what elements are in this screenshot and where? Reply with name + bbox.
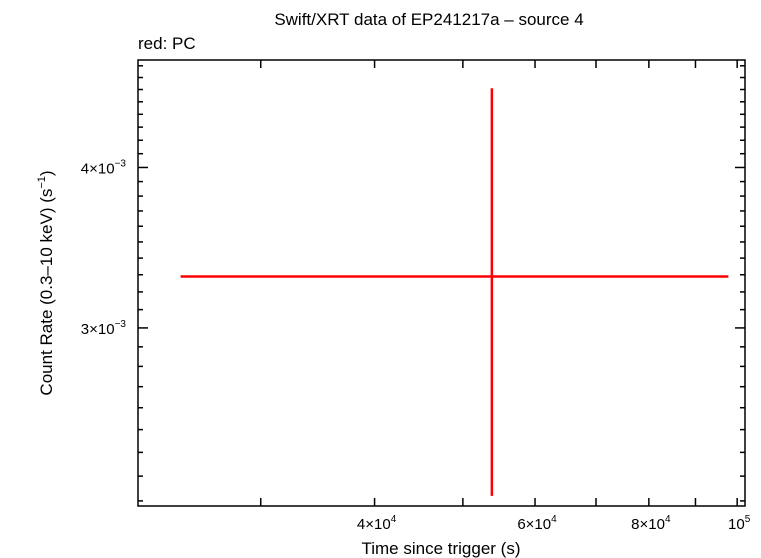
x-tick-labels: 4×104 6×104 8×104 105 [357, 514, 751, 533]
plot-frame [137, 59, 746, 507]
tick-label-exponent: −3 [115, 319, 127, 330]
x-tick-label: 4×104 [357, 514, 397, 533]
tick-label-exponent: −3 [115, 158, 127, 169]
y-axis-label-main: Count Rate (0.3–10 keV) (s [37, 189, 56, 396]
y-axis-label-sup: −1 [36, 176, 48, 189]
tick-label-mantissa: 3×10 [81, 321, 115, 338]
chart-subtitle: red: PC [138, 34, 196, 53]
tick-label-mantissa: 10 [728, 516, 745, 533]
y-axis-label-end: ) [37, 170, 56, 176]
y-tick-label: 3×10−3 [81, 319, 127, 338]
tick-label-mantissa: 8×10 [631, 516, 665, 533]
tick-label-exponent: 4 [665, 514, 671, 525]
data-series-pc [180, 88, 729, 496]
x-tick-label: 6×104 [517, 514, 557, 533]
x-axis-ticks [259, 60, 738, 506]
x-axis-label: Time since trigger (s) [361, 539, 520, 558]
tick-label-mantissa: 6×10 [517, 516, 551, 533]
x-tick-label: 8×104 [631, 514, 671, 533]
y-axis-ticks [138, 65, 745, 502]
tick-label-mantissa: 4×10 [357, 516, 391, 533]
x-tick-label: 105 [728, 514, 751, 533]
tick-label-exponent: 4 [391, 514, 397, 525]
y-tick-labels: 3×10−34×10−3 [81, 158, 127, 337]
y-tick-label: 4×10−3 [81, 158, 127, 177]
tick-label-mantissa: 4×10 [81, 160, 115, 177]
tick-label-exponent: 4 [551, 514, 557, 525]
y-axis-label: Count Rate (0.3–10 keV) (s−1) [36, 170, 56, 395]
tick-label-exponent: 5 [745, 514, 751, 525]
chart-title: Swift/XRT data of EP241217a – source 4 [274, 10, 583, 29]
